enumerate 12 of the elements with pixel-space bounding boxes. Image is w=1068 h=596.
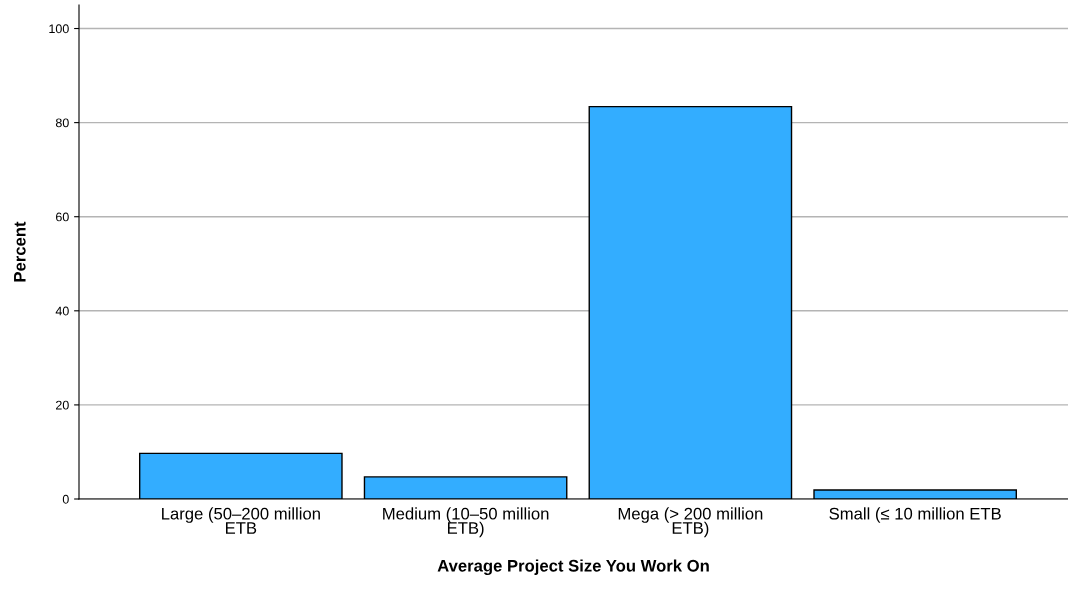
x-tick-label: Mega (> 200 million ETB) <box>618 507 763 538</box>
y-tick-label: 60 <box>56 212 69 222</box>
y-tick-label: 20 <box>56 400 69 410</box>
x-axis-title: Average Project Size You Work On <box>437 559 709 576</box>
y-axis-title: Percent <box>14 221 26 282</box>
y-tick-label: 100 <box>49 24 69 34</box>
y-tick-label: 80 <box>55 118 69 128</box>
x-tick-label: Medium (10–50 million ETB) <box>383 507 549 538</box>
y-tick-label: 40 <box>55 306 69 316</box>
y-tick-label: 0 <box>62 494 69 504</box>
x-tick-label: Large (50–200 million ETB <box>162 507 320 534</box>
x-tick-label: Small (≤ 10 million ETB <box>829 507 1001 523</box>
